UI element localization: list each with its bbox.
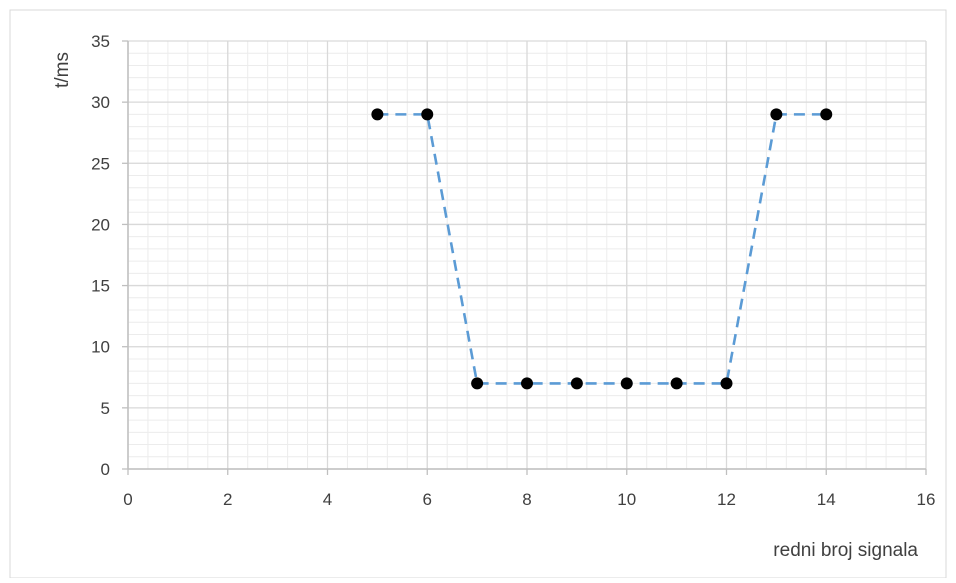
data-point [570,377,583,390]
y-tick-label: 10 [91,338,110,357]
y-axis-title: t/ms [52,52,73,88]
x-tick-label: 10 [617,490,636,509]
y-tick-label: 0 [101,460,110,479]
y-tick-label: 30 [91,93,110,112]
chart-border [9,9,947,579]
data-point [820,108,833,121]
x-tick-label: 4 [323,490,332,509]
data-point [521,377,533,390]
x-tick-label: 12 [717,490,736,509]
y-tick-label: 5 [101,399,110,418]
y-tick-label: 35 [91,32,110,51]
x-tick-label: 0 [123,490,132,509]
y-tick-label: 20 [91,215,110,234]
x-tick-label: 16 [917,490,936,509]
data-point [720,377,733,390]
data-point [471,377,484,390]
data-point [421,108,434,121]
y-tick-label: 15 [91,277,110,296]
data-point [620,377,633,390]
data-point [371,108,384,121]
data-point [770,108,783,121]
axes [122,40,927,475]
tick-labels: 0 2 4 6 8 10 12 14 16 0 5 10 15 20 25 30 35 [91,32,935,509]
x-tick-label: 8 [522,490,531,509]
x-tick-label: 2 [223,490,232,509]
series-line [377,113,827,385]
data-point [670,377,683,390]
grid [127,40,927,470]
y-tick-label: 25 [91,154,110,173]
x-axis-title: redni broj signala [773,540,918,561]
data-series [371,108,833,390]
x-tick-label: 14 [817,490,836,509]
x-tick-label: 6 [423,490,432,509]
